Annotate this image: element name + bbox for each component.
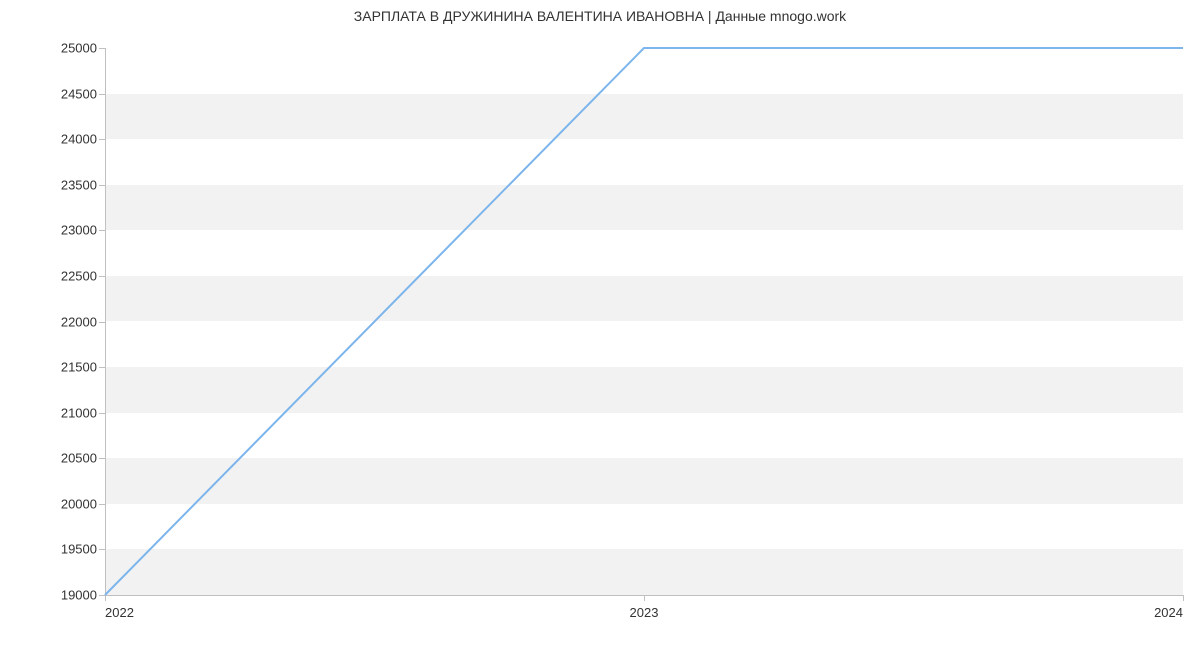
chart-container: ЗАРПЛАТА В ДРУЖИНИНА ВАЛЕНТИНА ИВАНОВНА …: [0, 0, 1200, 650]
x-tick-mark: [1183, 595, 1184, 601]
y-tick-label: 24500: [61, 86, 105, 101]
data-line: [105, 48, 1183, 595]
y-tick-label: 20000: [61, 496, 105, 511]
y-tick-label: 23500: [61, 177, 105, 192]
y-tick-label: 21000: [61, 405, 105, 420]
line-series: [105, 48, 1183, 595]
y-tick-label: 22000: [61, 314, 105, 329]
x-tick-label: 2023: [630, 595, 659, 620]
y-tick-label: 19000: [61, 588, 105, 603]
y-tick-label: 22500: [61, 268, 105, 283]
x-tick-label: 2024: [1154, 595, 1183, 620]
y-tick-label: 20500: [61, 451, 105, 466]
x-tick-label: 2022: [105, 595, 134, 620]
y-tick-label: 23000: [61, 223, 105, 238]
y-tick-label: 21500: [61, 360, 105, 375]
y-tick-label: 24000: [61, 132, 105, 147]
plot-area: 1900019500200002050021000215002200022500…: [105, 48, 1183, 595]
y-tick-label: 19500: [61, 542, 105, 557]
chart-title: ЗАРПЛАТА В ДРУЖИНИНА ВАЛЕНТИНА ИВАНОВНА …: [0, 8, 1200, 24]
y-tick-label: 25000: [61, 41, 105, 56]
